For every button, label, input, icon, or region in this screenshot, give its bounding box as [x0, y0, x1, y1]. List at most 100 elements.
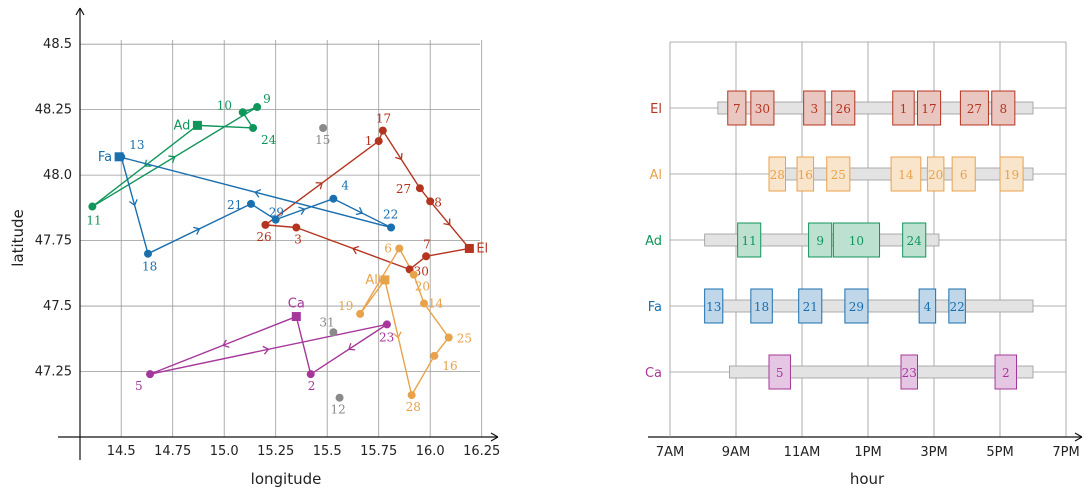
location-label: 19: [338, 299, 353, 313]
task-box: [951, 156, 976, 192]
location-label: 12: [331, 403, 346, 417]
schedule-row-Ca: Ca 5 23 2: [645, 354, 1034, 390]
task-box: [948, 288, 966, 324]
home-label: Ca: [288, 297, 305, 312]
route-Al: [359, 248, 450, 396]
schedule-row-Fa: Fa 13 18 21 29 4 22: [648, 288, 1034, 324]
route-Fa: [118, 156, 392, 255]
home-marker: [380, 275, 390, 285]
task-box: [704, 288, 724, 324]
task-box: [826, 156, 851, 192]
home-marker: [291, 312, 301, 322]
location-label: 31: [319, 315, 334, 329]
location-label: 21: [227, 198, 242, 212]
location-point: [292, 223, 301, 232]
task-label: 4: [924, 300, 932, 314]
map-axes: [58, 7, 499, 460]
location-point: [271, 215, 280, 224]
location-point: [409, 270, 418, 279]
map-panel: longitude latitude 14.5 14.75 15.0 15.25 15.…: [9, 7, 500, 488]
route-direction-arrow: [144, 159, 152, 167]
map-x-tick-label: 14.75: [154, 444, 191, 459]
location-point: [319, 123, 328, 132]
task-box: [832, 222, 881, 258]
task-box: [768, 156, 786, 192]
task-label: 22: [949, 300, 964, 314]
schedule-x-tick-label: 7PM: [1052, 445, 1079, 460]
location-label: 9: [263, 92, 271, 106]
location-point: [378, 126, 387, 135]
map-y-tick-label: 47.75: [35, 234, 72, 249]
location-point: [387, 223, 396, 232]
location-label: 14: [428, 296, 444, 310]
task-box: [892, 90, 915, 126]
schedule-row-Ad: Ad 11 9 10 24: [645, 222, 940, 258]
location-label: 22: [383, 208, 398, 222]
schedule-row-El: El 7 30 3 26 1 17 27 8: [650, 90, 1034, 126]
location-label: 6: [384, 241, 392, 255]
task-label: 14: [898, 168, 914, 182]
map-points: 13 78172627306141619202528910112441318212…: [86, 92, 472, 417]
schedule-x-tick-label: 7AM: [656, 445, 684, 460]
task-box: [900, 354, 918, 390]
location-point: [415, 184, 424, 193]
task-label: 11: [742, 234, 757, 248]
task-box: [994, 354, 1017, 390]
map-routes: [91, 106, 470, 396]
location-label: 16: [442, 359, 457, 373]
route-segment: [411, 355, 435, 396]
location-label: 26: [256, 230, 271, 244]
location-point: [356, 309, 365, 318]
schedule-row-label: El: [650, 102, 662, 117]
location-label: 29: [269, 206, 284, 220]
route-direction-arrow: [168, 155, 176, 164]
route-segment: [359, 279, 386, 315]
task-label: 5: [776, 366, 784, 380]
location-label: 20: [415, 280, 430, 294]
task-box: [727, 90, 747, 126]
home-marker: [114, 152, 124, 162]
map-x-tick-label: 15.0: [210, 444, 239, 459]
route-direction-arrow: [351, 245, 360, 255]
task-label: 7: [733, 102, 741, 116]
location-point: [422, 252, 431, 261]
task-label: 21: [803, 300, 818, 314]
location-point: [146, 370, 155, 379]
task-box: [796, 156, 815, 192]
route-Ad: [91, 106, 258, 208]
map-x-tick-label: 14.5: [107, 444, 136, 459]
location-label: 2: [308, 379, 316, 393]
map-y-axis-label: latitude: [9, 209, 27, 267]
location-point: [444, 333, 453, 342]
location-label: 13: [129, 138, 144, 152]
task-label: 25: [831, 168, 846, 182]
location-point: [430, 351, 439, 360]
task-label: 24: [907, 234, 923, 248]
route-direction-arrow: [262, 345, 270, 355]
location-point: [407, 391, 416, 400]
map-x-axis-label: longitude: [251, 470, 322, 488]
route-direction-arrow: [129, 199, 138, 207]
schedule-x-tick-label: 5PM: [986, 445, 1013, 460]
task-box: [918, 288, 937, 324]
route-direction-arrow: [298, 206, 306, 215]
task-box: [750, 90, 775, 126]
task-box: [991, 90, 1016, 126]
task-box: [844, 288, 869, 324]
task-label: 9: [816, 234, 824, 248]
map-x-tick-label: 16.25: [463, 444, 500, 459]
route-direction-arrow: [355, 207, 364, 216]
task-label: 16: [798, 168, 813, 182]
location-label: 18: [142, 260, 157, 274]
location-label: 1: [365, 134, 373, 148]
location-point: [395, 244, 404, 253]
route-direction-arrow: [347, 342, 356, 351]
route-segment: [295, 316, 312, 375]
home-label: El: [476, 241, 488, 256]
location-label: 5: [135, 379, 143, 393]
home-label: Al: [365, 273, 378, 288]
task-label: 19: [1004, 168, 1019, 182]
schedule-row-label: Al: [649, 168, 662, 183]
location-label: 8: [434, 195, 442, 209]
